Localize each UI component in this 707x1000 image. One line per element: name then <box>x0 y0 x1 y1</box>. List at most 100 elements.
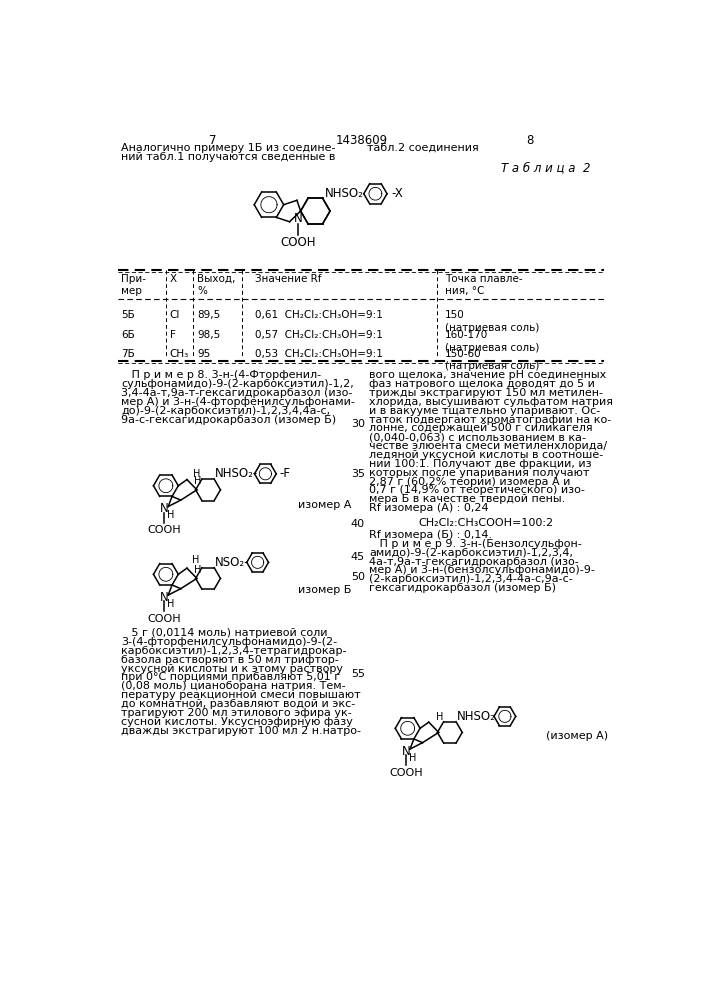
Text: NHSO₂: NHSO₂ <box>457 710 496 723</box>
Text: которых после упаривания получают: которых после упаривания получают <box>369 468 590 478</box>
Text: N: N <box>160 591 169 604</box>
Text: Rf изомера (А) : 0,24: Rf изомера (А) : 0,24 <box>369 503 489 513</box>
Text: COOH: COOH <box>281 236 316 249</box>
Text: 0,7 г (14,9% от теоретического) изо-: 0,7 г (14,9% от теоретического) изо- <box>369 485 585 495</box>
Text: изомер Б: изомер Б <box>298 585 351 595</box>
Text: табл.2 соединения: табл.2 соединения <box>368 143 479 153</box>
Text: дважды экстрагируют 100 мл 2 н.натро-: дважды экстрагируют 100 мл 2 н.натро- <box>121 726 361 736</box>
Text: 0,53  CH₂Cl₂:CH₃OH=9:1: 0,53 CH₂Cl₂:CH₃OH=9:1 <box>255 349 383 359</box>
Text: 6Б: 6Б <box>121 330 134 340</box>
Text: пературу реакционной смеси повышают: пературу реакционной смеси повышают <box>121 690 361 700</box>
Text: 9а-с-гексагидрокарбазол (изомер Б): 9а-с-гексагидрокарбазол (изомер Б) <box>121 415 336 425</box>
Text: 8: 8 <box>527 134 534 147</box>
Text: -X: -X <box>391 187 403 200</box>
Text: (изомер А): (изомер А) <box>546 731 608 741</box>
Text: 45: 45 <box>351 552 365 562</box>
Text: H: H <box>167 599 174 609</box>
Text: сусной кислоты. Уксусноэфирную фазу: сусной кислоты. Уксусноэфирную фазу <box>121 717 353 727</box>
Text: N: N <box>160 502 169 515</box>
Text: COOH: COOH <box>148 614 181 624</box>
Text: 160-170
(натриевая соль): 160-170 (натриевая соль) <box>445 330 539 353</box>
Text: H: H <box>409 753 416 763</box>
Text: 40: 40 <box>351 519 365 529</box>
Text: Т а б л и ц а  2: Т а б л и ц а 2 <box>501 162 590 175</box>
Text: 7Б: 7Б <box>121 349 134 359</box>
Text: H: H <box>436 712 443 722</box>
Text: мер А) и 3-н-(бензолсульфонамидо)-9-: мер А) и 3-н-(бензолсульфонамидо)-9- <box>369 565 595 575</box>
Text: (2-карбоксиэтил)-1,2,3,4-4а-с,9а-с-: (2-карбоксиэтил)-1,2,3,4-4а-с,9а-с- <box>369 574 573 584</box>
Text: 50: 50 <box>351 572 365 582</box>
Text: 30: 30 <box>351 419 365 429</box>
Text: мер А) и 3-н-(4-фторфенилсульфонами-: мер А) и 3-н-(4-фторфенилсульфонами- <box>121 397 355 407</box>
Text: карбоксиэтил)-1,2,3,4-тетрагидрокар-: карбоксиэтил)-1,2,3,4-тетрагидрокар- <box>121 646 346 656</box>
Text: хлорида, высушивают сульфатом натрия: хлорида, высушивают сульфатом натрия <box>369 397 613 407</box>
Text: трагируют 200 мл этилового эфира ук-: трагируют 200 мл этилового эфира ук- <box>121 708 351 718</box>
Text: (0,08 моль) цианоборана натрия. Тем-: (0,08 моль) цианоборана натрия. Тем- <box>121 681 346 691</box>
Text: 95: 95 <box>197 349 210 359</box>
Text: NHSO₂-: NHSO₂- <box>215 467 258 480</box>
Text: Cl: Cl <box>170 310 180 320</box>
Text: Rf изомера (Б) : 0,14.: Rf изомера (Б) : 0,14. <box>369 530 492 540</box>
Text: сульфонамидо)-9-(2-карбоксиэтил)-1,2,: сульфонамидо)-9-(2-карбоксиэтил)-1,2, <box>121 379 354 389</box>
Text: П р и м е р 9. 3-н-(Бензолсульфон-: П р и м е р 9. 3-н-(Бензолсульфон- <box>369 539 582 549</box>
Text: амидо)-9-(2-карбоксиэтил)-1,2,3,4,: амидо)-9-(2-карбоксиэтил)-1,2,3,4, <box>369 548 573 558</box>
Text: NHSO₂: NHSO₂ <box>325 187 364 200</box>
Text: базола растворяют в 50 мл трифтор-: базола растворяют в 50 мл трифтор- <box>121 655 339 665</box>
Text: CH₃: CH₃ <box>170 349 189 359</box>
Text: При-
мер: При- мер <box>121 274 146 296</box>
Text: H: H <box>194 476 201 486</box>
Text: 4а-т,9а-т-гексагидрокарбазол (изо-: 4а-т,9а-т-гексагидрокарбазол (изо- <box>369 557 578 567</box>
Text: 150-60
(натриевая соль): 150-60 (натриевая соль) <box>445 349 539 371</box>
Text: H: H <box>192 555 199 565</box>
Text: -F: -F <box>279 467 291 480</box>
Text: 5 г (0,0114 моль) натриевой соли: 5 г (0,0114 моль) натриевой соли <box>121 628 327 638</box>
Text: вого щелока, значение pH соединенных: вого щелока, значение pH соединенных <box>369 370 606 380</box>
Text: фаз натрового щелока доводят до 5 и: фаз натрового щелока доводят до 5 и <box>369 379 595 389</box>
Text: ний табл.1 получаются сведенные в: ний табл.1 получаются сведенные в <box>121 152 335 162</box>
Text: COOH: COOH <box>148 525 181 535</box>
Text: 150
(натриевая соль): 150 (натриевая соль) <box>445 310 539 333</box>
Text: и в вакууме тщательно упаривают. Ос-: и в вакууме тщательно упаривают. Ос- <box>369 406 600 416</box>
Text: ледяной уксусной кислоты в соотноше-: ледяной уксусной кислоты в соотноше- <box>369 450 603 460</box>
Text: F: F <box>170 330 175 340</box>
Text: нии 100:1. Получают две фракции, из: нии 100:1. Получают две фракции, из <box>369 459 592 469</box>
Text: Аналогично примеру 1Б из соедине-: Аналогично примеру 1Б из соедине- <box>121 143 335 153</box>
Text: CH₂Cl₂:CH₃COOH=100:2: CH₂Cl₂:CH₃COOH=100:2 <box>419 518 554 528</box>
Text: H: H <box>167 510 174 520</box>
Text: N: N <box>294 212 303 225</box>
Text: честве элюента смеси метиленхлорида/: честве элюента смеси метиленхлорида/ <box>369 441 607 451</box>
Text: 35: 35 <box>351 469 365 479</box>
Text: П р и м е р 8. 3-н-(4-Фторфенил-: П р и м е р 8. 3-н-(4-Фторфенил- <box>121 370 321 380</box>
Text: до комнатной, разбавляют водой и экс-: до комнатной, разбавляют водой и экс- <box>121 699 355 709</box>
Text: COOH: COOH <box>390 768 423 778</box>
Text: Значение Rf: Значение Rf <box>255 274 322 284</box>
Text: 2,87 г (60,2% теории) изомера А и: 2,87 г (60,2% теории) изомера А и <box>369 477 571 487</box>
Text: N: N <box>402 745 411 758</box>
Text: до)-9-(2-карбоксиэтил)-1,2,3,4,4а-с,: до)-9-(2-карбоксиэтил)-1,2,3,4,4а-с, <box>121 406 330 416</box>
Text: гексагидрокарбазол (изомер Б): гексагидрокарбазол (изомер Б) <box>369 583 556 593</box>
Text: мера Б в качестве твердой пены.: мера Б в качестве твердой пены. <box>369 494 565 504</box>
Text: трижды экстрагируют 150 мл метилен-: трижды экстрагируют 150 мл метилен- <box>369 388 603 398</box>
Text: 1438609: 1438609 <box>336 134 388 147</box>
Text: 89,5: 89,5 <box>197 310 220 320</box>
Text: X: X <box>170 274 177 284</box>
Text: уксусной кислоты и к этому раствору: уксусной кислоты и к этому раствору <box>121 664 343 674</box>
Text: 3-(4-фторфенилсульфонамидо)-9-(2-: 3-(4-фторфенилсульфонамидо)-9-(2- <box>121 637 337 647</box>
Text: лонне, содержащей 500 г силикагеля: лонне, содержащей 500 г силикагеля <box>369 423 592 433</box>
Text: 98,5: 98,5 <box>197 330 220 340</box>
Text: таток подвергают хроматографии на ко-: таток подвергают хроматографии на ко- <box>369 415 611 425</box>
Text: 3,4-4а-т,9а-т-гексагидрокарбазол (изо-: 3,4-4а-т,9а-т-гексагидрокарбазол (изо- <box>121 388 352 398</box>
Text: 0,57  CH₂Cl₂:CH₃OH=9:1: 0,57 CH₂Cl₂:CH₃OH=9:1 <box>255 330 383 340</box>
Text: 55: 55 <box>351 669 365 679</box>
Text: NSO₂-: NSO₂- <box>215 556 250 569</box>
Text: H: H <box>194 565 201 575</box>
Text: при 0°С порциями прибавляют 5,01 г: при 0°С порциями прибавляют 5,01 г <box>121 672 340 682</box>
Text: Выход,
%: Выход, % <box>197 274 235 296</box>
Text: 0,61  CH₂Cl₂:CH₃OH=9:1: 0,61 CH₂Cl₂:CH₃OH=9:1 <box>255 310 383 320</box>
Text: H: H <box>193 469 201 479</box>
Text: (0,040-0,063) с использованием в ка-: (0,040-0,063) с использованием в ка- <box>369 432 586 442</box>
Text: Точка плавле-
ния, °С: Точка плавле- ния, °С <box>445 274 522 296</box>
Text: 5Б: 5Б <box>121 310 134 320</box>
Text: изомер А: изомер А <box>298 500 351 510</box>
Text: 7: 7 <box>209 134 216 147</box>
